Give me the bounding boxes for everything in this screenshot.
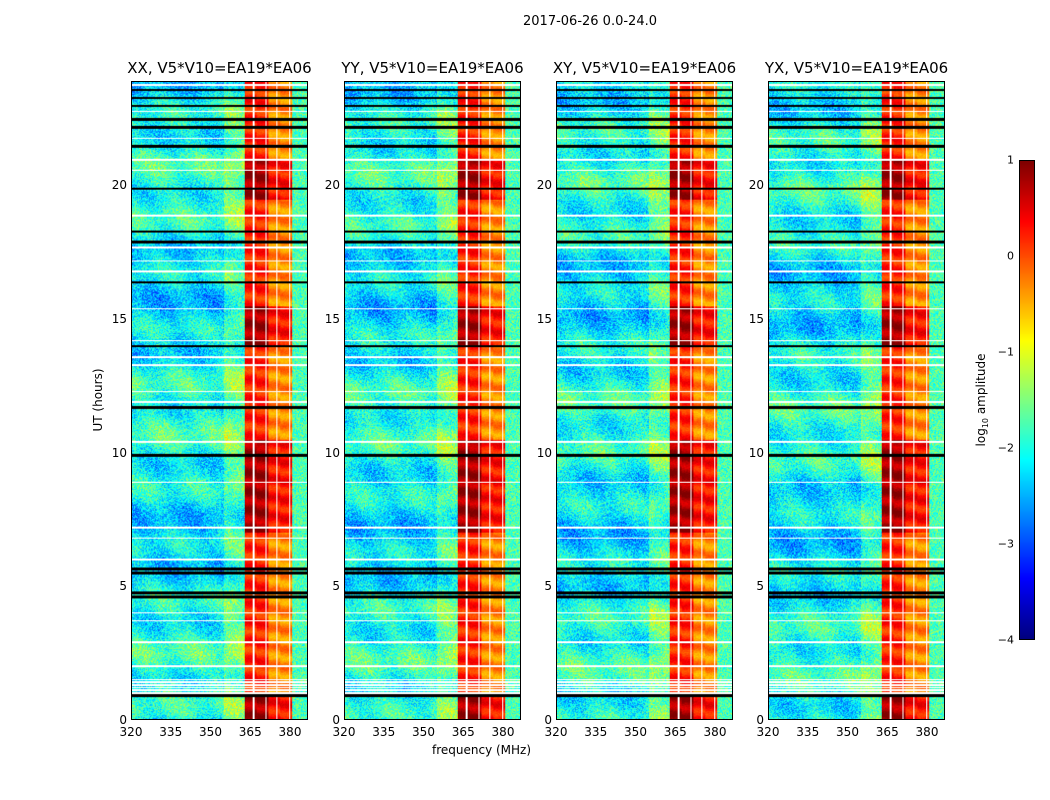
x-tick-label: 320 bbox=[332, 725, 356, 739]
figure-title: 2017-06-26 0.0-24.0 bbox=[523, 14, 657, 29]
colorbar bbox=[1019, 160, 1035, 640]
panel-title: YX, V5*V10=EA19*EA06 bbox=[764, 59, 949, 77]
colorbar-label-sub: 10 bbox=[981, 417, 991, 429]
y-tick-label: 5 bbox=[756, 579, 764, 594]
y-axis-label: UT (hours) bbox=[91, 368, 105, 432]
spectrogram-panel-1 bbox=[131, 81, 308, 720]
y-tick-label: 0 bbox=[332, 713, 340, 727]
y-tick-label: 15 bbox=[536, 311, 552, 326]
panel-title: XY, V5*V10=EA19*EA06 bbox=[552, 59, 737, 77]
x-tick-label: 320 bbox=[544, 725, 568, 739]
x-tick-label: 365 bbox=[451, 725, 475, 739]
y-tick-label: 15 bbox=[111, 311, 127, 326]
y-tick-label: 20 bbox=[324, 178, 340, 192]
colorbar-tick-label: −2 bbox=[997, 441, 1014, 455]
x-tick-label: 350 bbox=[412, 725, 435, 739]
colorbar-tick-label: 0 bbox=[1007, 249, 1014, 263]
x-tick-label: 335 bbox=[584, 725, 608, 739]
y-tick-label: 5 bbox=[544, 579, 552, 594]
colorbar-tick-label: −1 bbox=[997, 345, 1014, 359]
x-tick-label: 380 bbox=[278, 725, 302, 739]
colorbar-label-rest: amplitude bbox=[973, 353, 988, 418]
y-tick-label: 0 bbox=[756, 713, 764, 727]
colorbar-label: log10 amplitude bbox=[974, 354, 990, 447]
x-tick-label: 365 bbox=[875, 725, 899, 739]
x-tick-label: 380 bbox=[703, 725, 727, 739]
x-tick-label: 350 bbox=[836, 725, 859, 739]
y-tick-label: 15 bbox=[748, 311, 764, 326]
x-tick-label: 335 bbox=[372, 725, 396, 739]
colorbar-tick-label: −3 bbox=[997, 537, 1014, 551]
y-tick-label: 0 bbox=[119, 713, 127, 727]
y-tick-label: 0 bbox=[544, 713, 552, 727]
y-tick-label: 15 bbox=[324, 311, 340, 326]
y-tick-label: 5 bbox=[332, 579, 340, 594]
x-tick-label: 320 bbox=[119, 725, 143, 739]
y-tick-label: 20 bbox=[748, 178, 764, 192]
y-tick-label: 10 bbox=[536, 445, 552, 460]
x-axis-label: frequency (MHz) bbox=[432, 743, 532, 757]
y-tick-label: 20 bbox=[536, 178, 552, 192]
x-tick-label: 380 bbox=[491, 725, 515, 739]
colorbar-label-main: log bbox=[973, 428, 988, 447]
x-tick-label: 380 bbox=[915, 725, 939, 739]
y-tick-label: 5 bbox=[119, 579, 127, 594]
y-tick-label: 10 bbox=[111, 445, 127, 460]
x-tick-label: 365 bbox=[663, 725, 687, 739]
y-tick-label: 10 bbox=[324, 445, 340, 460]
panel-title: YY, V5*V10=EA19*EA06 bbox=[341, 59, 524, 77]
x-tick-label: 350 bbox=[199, 725, 222, 739]
spectrogram-panel-3 bbox=[556, 81, 733, 720]
colorbar-tick-label: 1 bbox=[1007, 153, 1014, 167]
colorbar-tick-label: −4 bbox=[997, 633, 1014, 647]
spectrogram-panel-2 bbox=[344, 81, 521, 720]
spectrogram-panel-4 bbox=[768, 81, 945, 720]
x-tick-label: 335 bbox=[796, 725, 820, 739]
x-tick-label: 320 bbox=[756, 725, 780, 739]
y-tick-label: 10 bbox=[748, 445, 764, 460]
x-tick-label: 335 bbox=[159, 725, 183, 739]
x-tick-label: 365 bbox=[238, 725, 262, 739]
y-tick-label: 20 bbox=[111, 178, 127, 192]
x-tick-label: 350 bbox=[624, 725, 647, 739]
panel-title: XX, V5*V10=EA19*EA06 bbox=[127, 59, 312, 77]
